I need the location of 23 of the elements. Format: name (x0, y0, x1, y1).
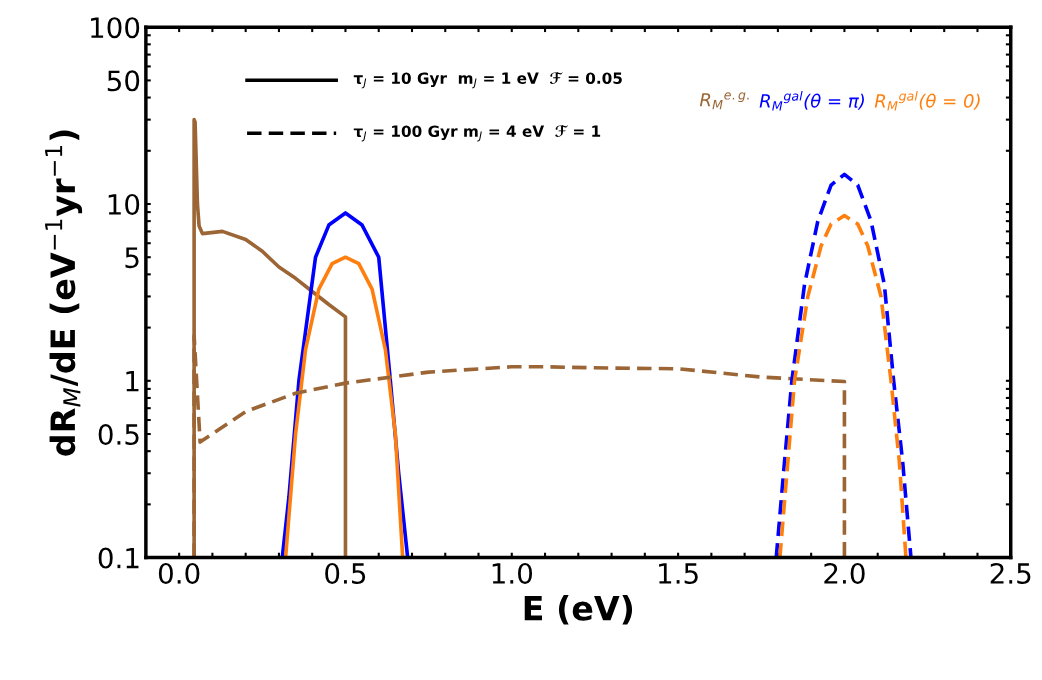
y-tick-label: 0.1 (98, 547, 139, 569)
line-series (283, 255, 405, 558)
x-tick-label: 2.0 (824, 562, 865, 584)
annotation: τ$_{J}$ = 100 Gyr m$_{J}$ = 4 eV ℱ = 1 (353, 124, 601, 142)
y-tick-label: 5 (125, 247, 139, 269)
annotation: R$_{M}$$^{gal}$(θ = π) (759, 90, 864, 111)
y-tick-label: 100 (91, 17, 140, 39)
y-tick-label: 10 (108, 193, 140, 215)
annotation: R$_{M}$$^{gal}$(θ = 0) (874, 90, 980, 111)
x-tick-label: 1.0 (492, 562, 533, 584)
line-series (778, 213, 908, 558)
annotation: τ$_{J}$ = 10 Gyr m$_{J}$ = 1 eV ℱ = 0.05 (353, 71, 622, 89)
x-axis-title: E (eV) (524, 594, 633, 625)
y-tick-label: 1 (126, 371, 139, 392)
x-tick-label: 2.5 (990, 562, 1031, 584)
annotation: R$_{M}$$^{e.g.}$ (699, 92, 749, 110)
y-axis-title: dR$_{M}$/dE (eV$^{−1}$yr$^{−1}$) (45, 130, 83, 456)
x-tick-label: 0.5 (325, 562, 366, 584)
y-tick-label: 50 (107, 70, 140, 92)
x-tick-label: 0.0 (158, 562, 200, 584)
x-tick-label: 1.5 (659, 563, 698, 584)
y-tick-label: 0.5 (98, 423, 139, 445)
line-series (774, 172, 913, 558)
